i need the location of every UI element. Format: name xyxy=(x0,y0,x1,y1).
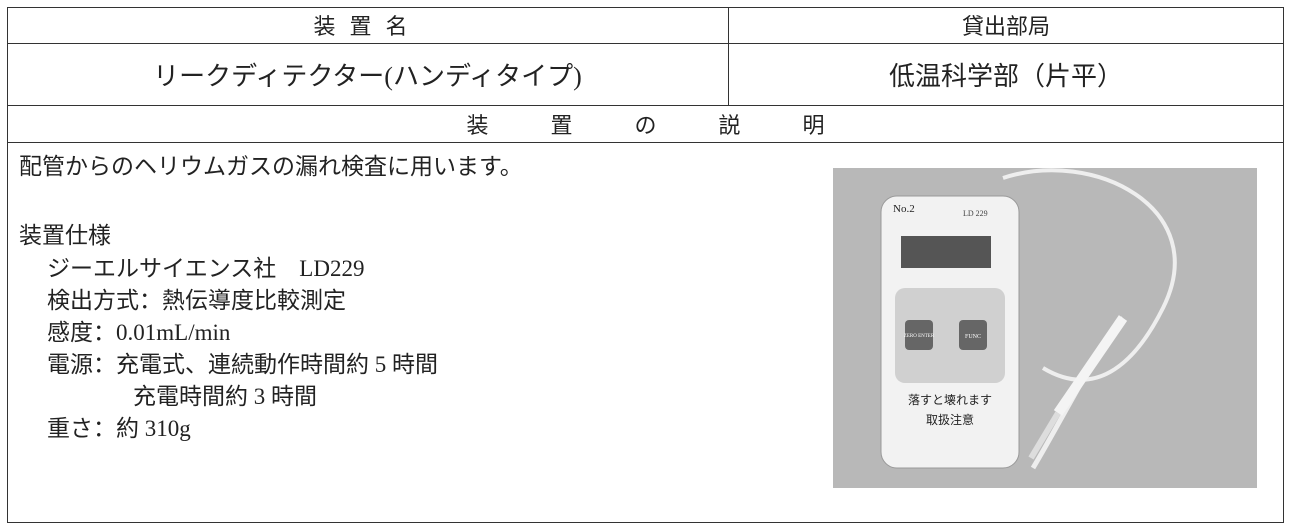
spec-line: 電源：充電式、連続動作時間約 5 時間 xyxy=(47,352,438,377)
photo-label: No.2 xyxy=(893,203,915,215)
section-title: 装置の説明 xyxy=(466,112,887,138)
photo-label: 落すと壊れます xyxy=(908,393,992,407)
device-name: リークディテクター(ハンディタイプ) xyxy=(153,61,582,91)
photo-label: 取扱注意 xyxy=(926,412,974,427)
row-divider xyxy=(7,105,1284,106)
spec-line: 検出方式：熱伝導度比較測定 xyxy=(47,288,346,313)
spec-line: ジーエルサイエンス社 LD229 xyxy=(47,256,365,281)
row-divider xyxy=(7,142,1284,143)
spec-line: 充電時間約 3 時間 xyxy=(133,384,317,409)
table-border xyxy=(7,7,1284,523)
spec-line: 重さ：約 310g xyxy=(47,416,191,441)
column-divider xyxy=(728,7,729,105)
photo-label: FUNC xyxy=(965,334,981,340)
summary: 配管からのヘリウムガスの漏れ検査に用います。 xyxy=(19,154,523,179)
row-divider xyxy=(7,43,1284,44)
photo-label: LD 229 xyxy=(963,209,988,218)
department: 低温科学部（片平） xyxy=(888,61,1123,91)
header-cell: 貸出部局 xyxy=(961,14,1050,39)
device-photo: No.2 LD 229 ZERO ENTER FUNC 落すと壊れます 取扱注意 xyxy=(833,168,1257,488)
photo-label: ZERO ENTER xyxy=(904,334,935,339)
spec-line: 感度：0.01mL/min xyxy=(47,320,231,345)
header-cell: 装置名 xyxy=(313,14,422,39)
spec-heading: 装置仕様 xyxy=(19,223,111,248)
